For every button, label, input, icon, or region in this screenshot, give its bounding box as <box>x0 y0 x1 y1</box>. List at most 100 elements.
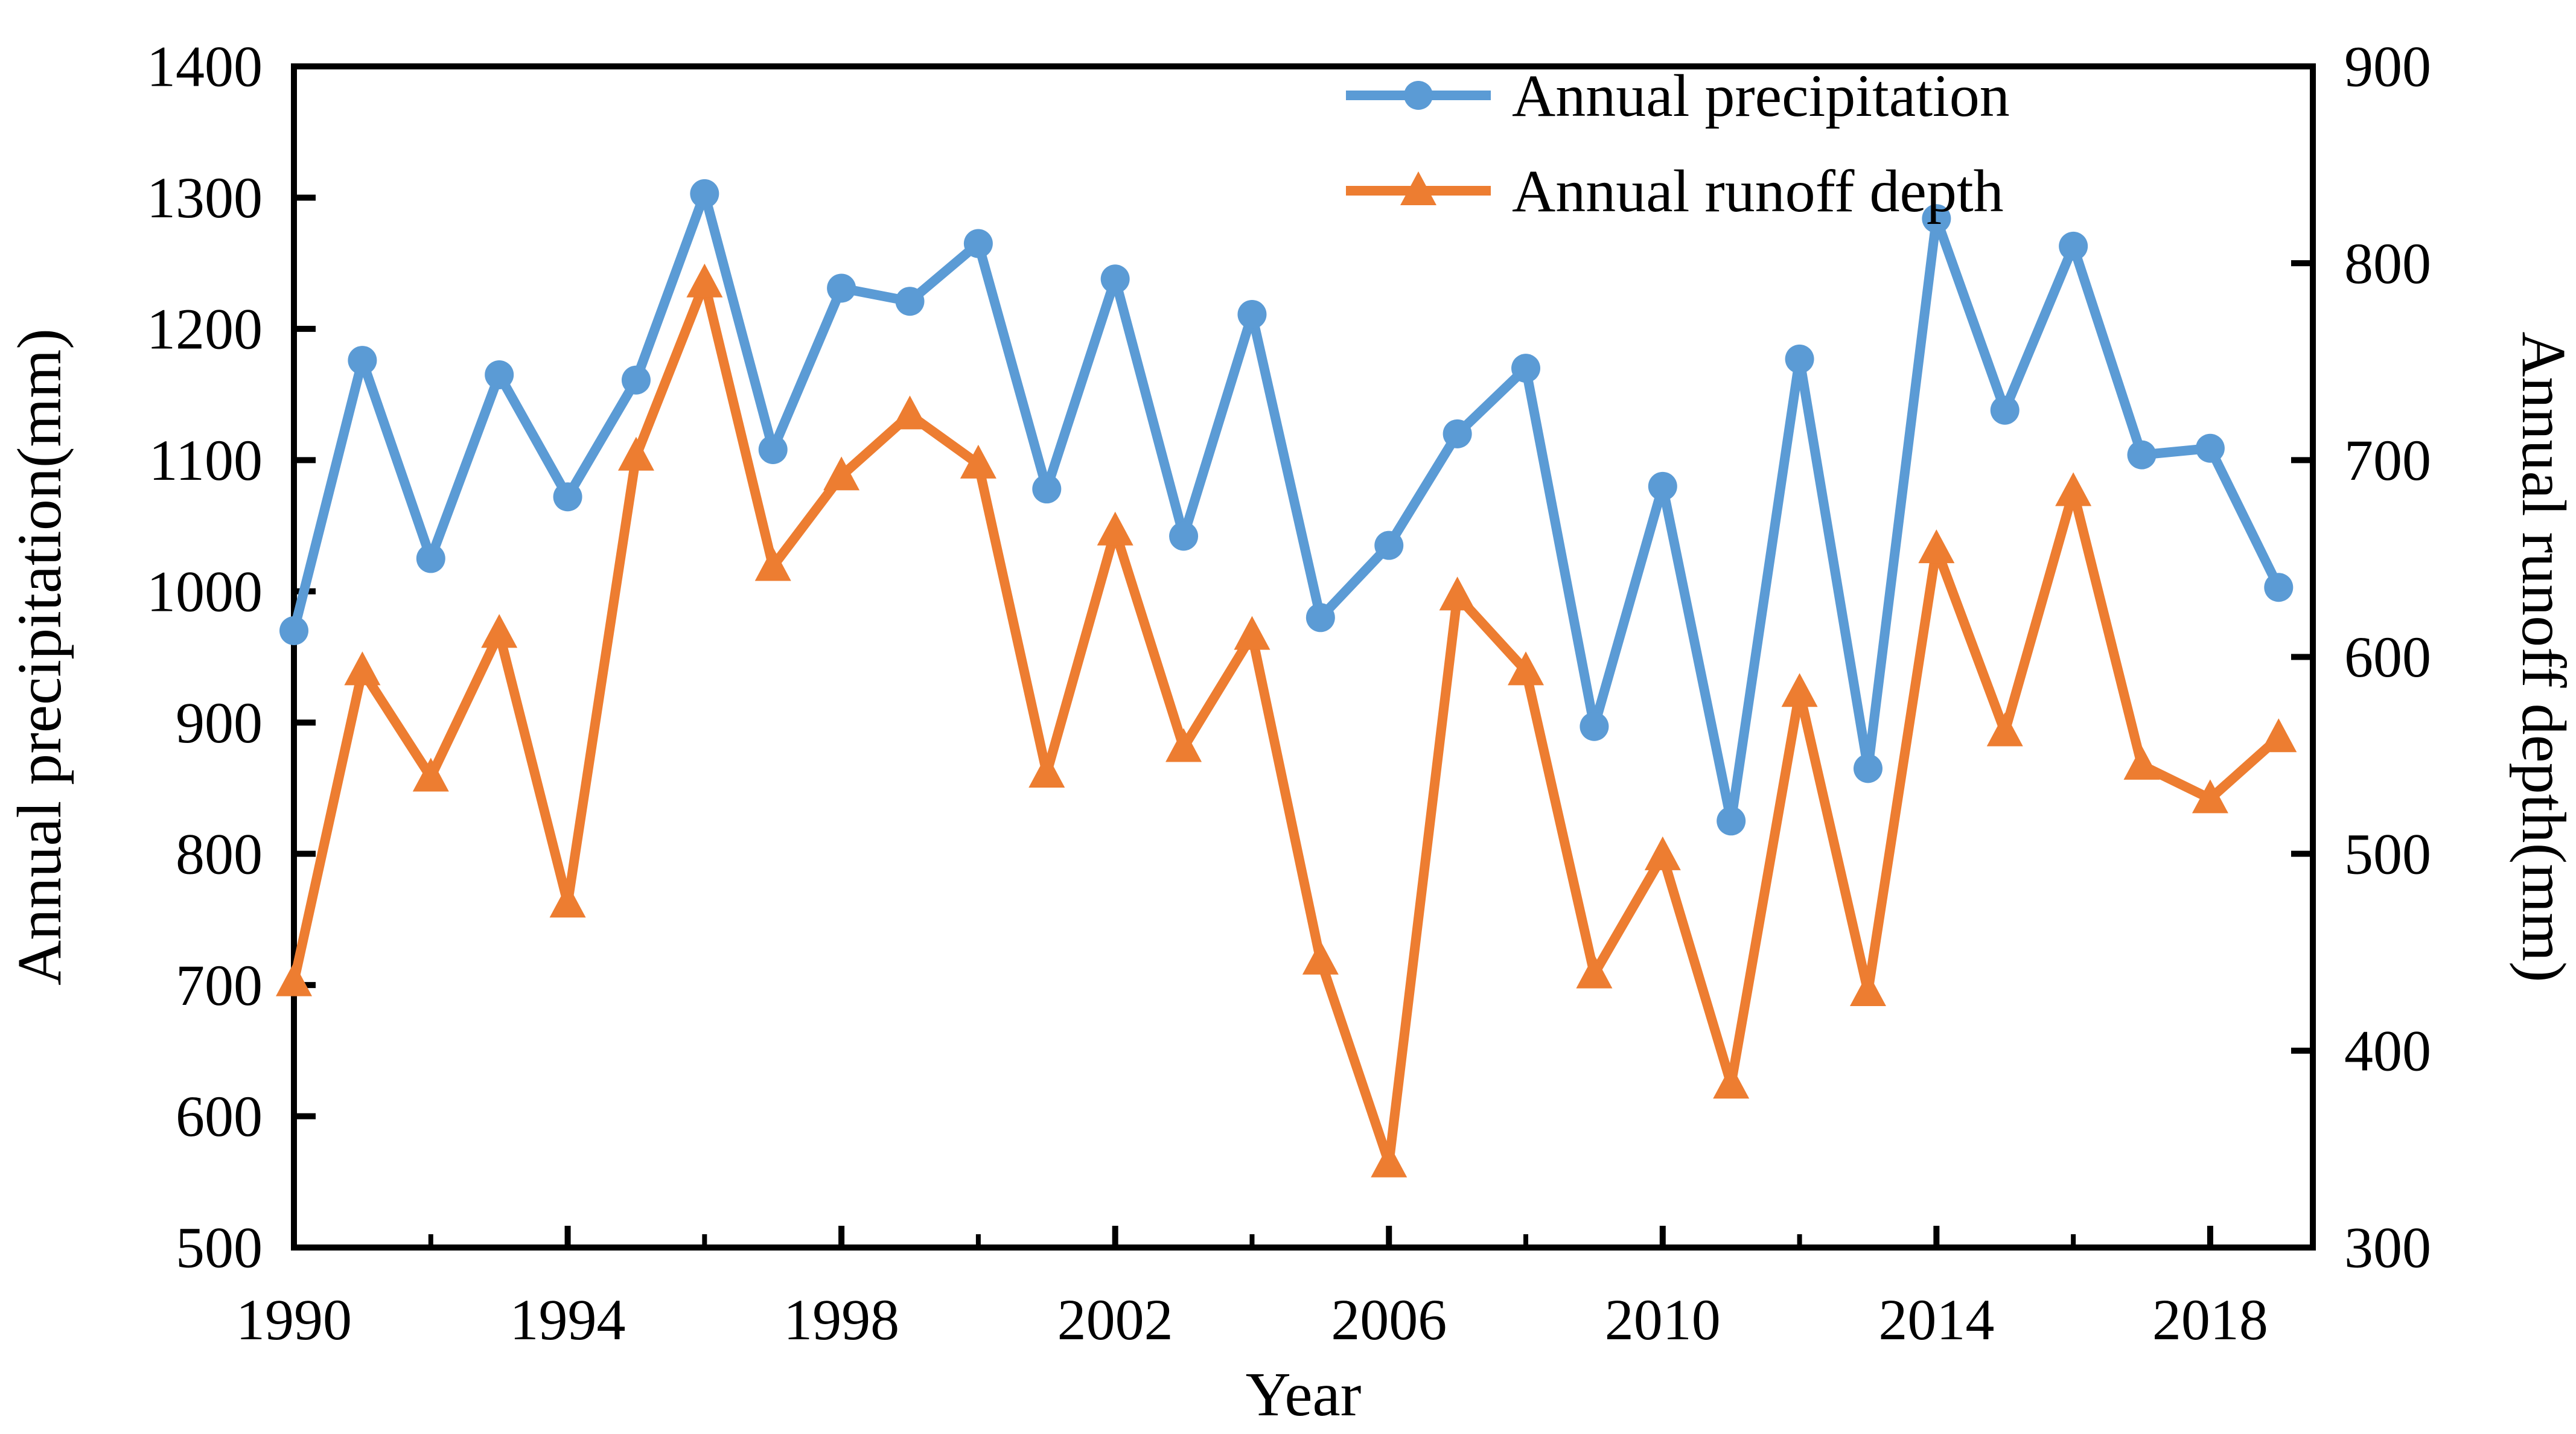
right-axis-tick-label: 800 <box>2344 231 2431 296</box>
data-point-marker <box>1853 754 1883 783</box>
data-point-marker <box>1100 264 1130 294</box>
data-point-marker <box>895 287 925 316</box>
data-point-marker <box>344 651 381 686</box>
data-point-marker <box>1237 299 1267 329</box>
legend-item: Annual precipitation <box>1346 62 2010 129</box>
right-axis-title: Annual runoff depth(mm) <box>2509 331 2576 982</box>
x-axis-tick-label: 2014 <box>1878 1287 1994 1352</box>
right-axis-tick-label: 500 <box>2344 821 2431 886</box>
left-axis-tick-label: 1200 <box>147 297 263 362</box>
left-axis-tick-label: 1000 <box>147 559 263 623</box>
left-axis-tick-label: 900 <box>176 690 263 755</box>
data-point-marker <box>1576 954 1613 989</box>
data-point-marker <box>617 436 654 471</box>
data-point-marker <box>1302 940 1339 975</box>
data-point-marker <box>549 884 586 918</box>
data-point-marker <box>1032 474 1062 504</box>
x-axis-tick-label: 2010 <box>1605 1287 1721 1352</box>
legend-label: Annual precipitation <box>1512 62 2010 129</box>
data-point-marker <box>1097 511 1133 546</box>
data-point-marker <box>1785 344 1814 374</box>
data-point-marker <box>2264 573 2294 602</box>
data-point-marker <box>1371 1143 1408 1177</box>
data-point-marker <box>1028 753 1065 788</box>
data-point-marker <box>1986 712 2023 747</box>
data-point-marker <box>1165 728 1202 762</box>
data-point-marker <box>1511 354 1541 383</box>
right-axis-tick-label: 400 <box>2344 1018 2431 1083</box>
data-point-marker <box>412 757 449 792</box>
x-axis-tick-label: 1990 <box>236 1287 352 1352</box>
series-line <box>289 278 2284 1168</box>
data-point-marker <box>485 360 514 389</box>
data-point-marker <box>1717 806 1746 836</box>
right-axis-tick-label: 300 <box>2344 1216 2431 1280</box>
left-axis-tick-label: 500 <box>176 1216 263 1280</box>
plot-frame <box>291 63 2316 1251</box>
data-point-marker <box>279 616 308 646</box>
data-point-marker <box>2260 718 2297 753</box>
data-point-marker <box>754 547 791 581</box>
data-point-marker <box>481 614 518 648</box>
data-point-marker <box>2127 440 2157 470</box>
data-point-marker <box>276 962 312 996</box>
data-point-marker <box>1990 395 2020 425</box>
x-axis-tick-label: 2018 <box>2152 1287 2268 1352</box>
data-point-marker <box>823 456 860 491</box>
x-axis-title: Year <box>1246 1360 1362 1429</box>
series-line <box>289 188 2284 826</box>
data-point-marker <box>963 229 993 258</box>
data-point-marker <box>2059 231 2088 261</box>
legend-circle-icon <box>1404 81 1433 110</box>
left-axis-tick-label: 1100 <box>149 428 263 492</box>
data-point-marker <box>1648 471 1677 501</box>
x-axis-tick-label: 2006 <box>1331 1287 1447 1352</box>
data-point-marker <box>891 395 928 430</box>
data-point-marker <box>553 482 582 512</box>
data-point-marker <box>2123 745 2160 780</box>
data-point-marker <box>1849 972 1886 1006</box>
left-axis-tick-label: 1300 <box>147 165 263 230</box>
data-point-marker <box>827 273 856 303</box>
legend-triangle-icon <box>1400 171 1436 205</box>
data-point-marker <box>2192 779 2228 814</box>
left-axis-tick-label: 700 <box>176 953 263 1018</box>
left-axis-tick-label: 800 <box>176 821 263 886</box>
x-axis-tick-label: 1998 <box>783 1287 899 1352</box>
data-point-marker <box>1439 576 1476 611</box>
data-point-marker <box>1374 531 1404 560</box>
data-point-marker <box>1781 673 1818 707</box>
x-axis-tick-label: 2002 <box>1057 1287 1173 1352</box>
data-point-marker <box>1508 651 1545 686</box>
data-point-marker <box>1234 616 1270 650</box>
data-point-marker <box>621 365 651 395</box>
data-point-marker <box>1580 712 1609 741</box>
data-point-marker <box>416 544 445 573</box>
legend-label: Annual runoff depth <box>1512 158 2004 225</box>
right-axis-tick-label: 900 <box>2344 34 2431 99</box>
data-point-marker <box>1644 836 1681 870</box>
data-point-marker <box>1922 204 1951 234</box>
data-point-marker <box>1443 419 1472 448</box>
right-axis-tick-label: 600 <box>2344 625 2431 689</box>
data-point-marker <box>1306 603 1335 633</box>
legend-item: Annual runoff depth <box>1346 158 2004 225</box>
series-precipitation <box>279 179 2294 836</box>
data-point-marker <box>758 435 788 464</box>
left-axis-tick-label: 600 <box>176 1084 263 1149</box>
data-point-marker <box>1713 1065 1750 1099</box>
data-point-marker <box>686 263 723 298</box>
data-point-marker <box>2055 472 2092 506</box>
right-axis-tick-label: 700 <box>2344 428 2431 492</box>
left-axis-tick-label: 1400 <box>147 34 263 99</box>
data-point-marker <box>1918 529 1955 564</box>
data-point-marker <box>960 444 996 479</box>
left-axis-title: Annual precipitation(mm) <box>5 328 74 986</box>
x-axis-tick-label: 1994 <box>510 1287 626 1352</box>
series-runoff <box>276 263 2297 1177</box>
data-point-marker <box>1169 521 1199 551</box>
data-point-marker <box>2195 433 2225 463</box>
data-point-marker <box>348 346 377 375</box>
